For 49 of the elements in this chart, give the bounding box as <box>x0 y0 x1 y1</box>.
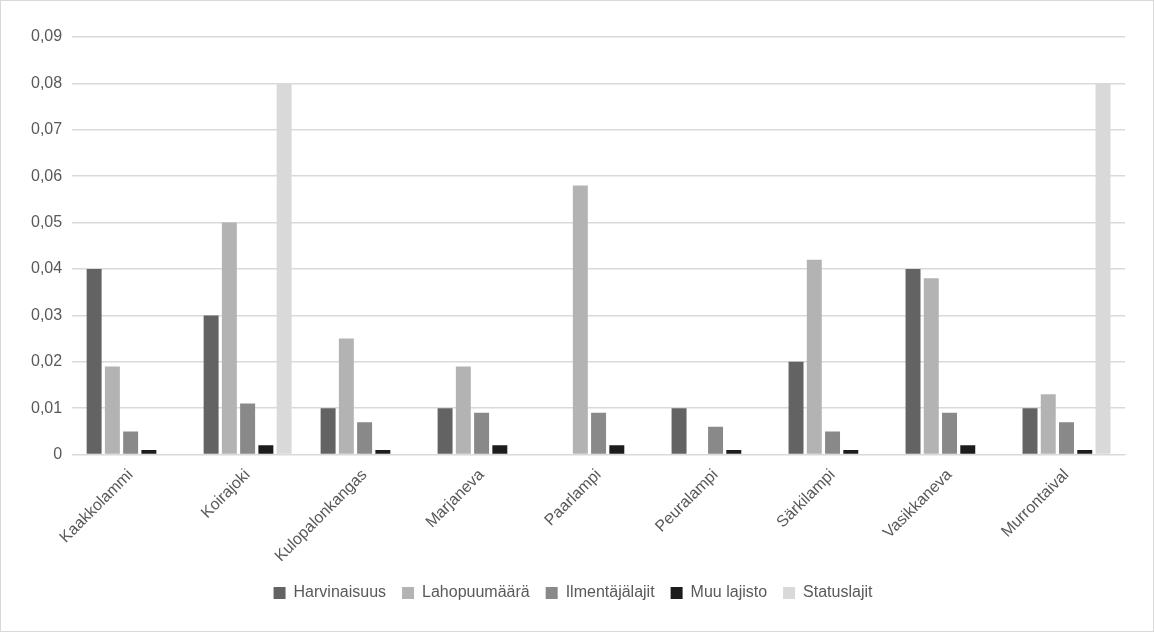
bar <box>1059 422 1074 454</box>
bar <box>203 315 219 454</box>
y-tick-label: 0 <box>53 445 63 463</box>
bar <box>843 449 859 454</box>
bar <box>591 412 607 454</box>
bar <box>923 278 939 454</box>
bar <box>806 259 822 454</box>
bar <box>825 431 841 454</box>
legend-label: Ilmentäjälajit <box>565 583 656 601</box>
bar <box>609 445 625 454</box>
y-tick-label: 0,04 <box>31 259 63 277</box>
bar <box>141 449 157 454</box>
bar <box>708 426 724 454</box>
y-tick-label: 0,09 <box>31 27 63 45</box>
bar <box>375 449 391 454</box>
bar <box>320 408 336 454</box>
y-tick-label: 0,01 <box>31 398 63 416</box>
bar <box>726 449 742 454</box>
y-tick-label: 0,08 <box>31 73 63 91</box>
bar <box>437 408 453 454</box>
bar <box>338 338 354 454</box>
bar <box>104 366 120 454</box>
bar <box>942 412 958 454</box>
bar <box>671 408 687 454</box>
bar <box>788 361 804 454</box>
bar <box>1040 394 1056 454</box>
bar <box>960 445 976 454</box>
bar <box>905 269 921 454</box>
bar <box>221 222 237 454</box>
legend-label: Muu lajisto <box>690 583 768 601</box>
bar <box>1022 408 1038 454</box>
bar <box>474 412 490 454</box>
legend-label: Lahopuumäärä <box>422 583 530 601</box>
y-tick-label: 0,02 <box>31 352 63 370</box>
bar <box>240 403 256 454</box>
y-tick-label: 0,03 <box>31 305 63 323</box>
legend-label: Harvinaisuus <box>293 583 387 601</box>
bar <box>455 366 471 454</box>
legend-label: Statuslajit <box>803 583 873 601</box>
bar <box>357 422 373 454</box>
bar <box>86 269 102 454</box>
bar <box>1077 449 1093 454</box>
y-tick-label: 0,05 <box>31 213 63 231</box>
bar <box>492 445 508 454</box>
bar <box>572 185 588 454</box>
y-tick-label: 0,06 <box>31 166 63 184</box>
y-tick-label: 0,07 <box>31 120 63 138</box>
bar <box>258 445 274 454</box>
bar <box>123 431 139 454</box>
